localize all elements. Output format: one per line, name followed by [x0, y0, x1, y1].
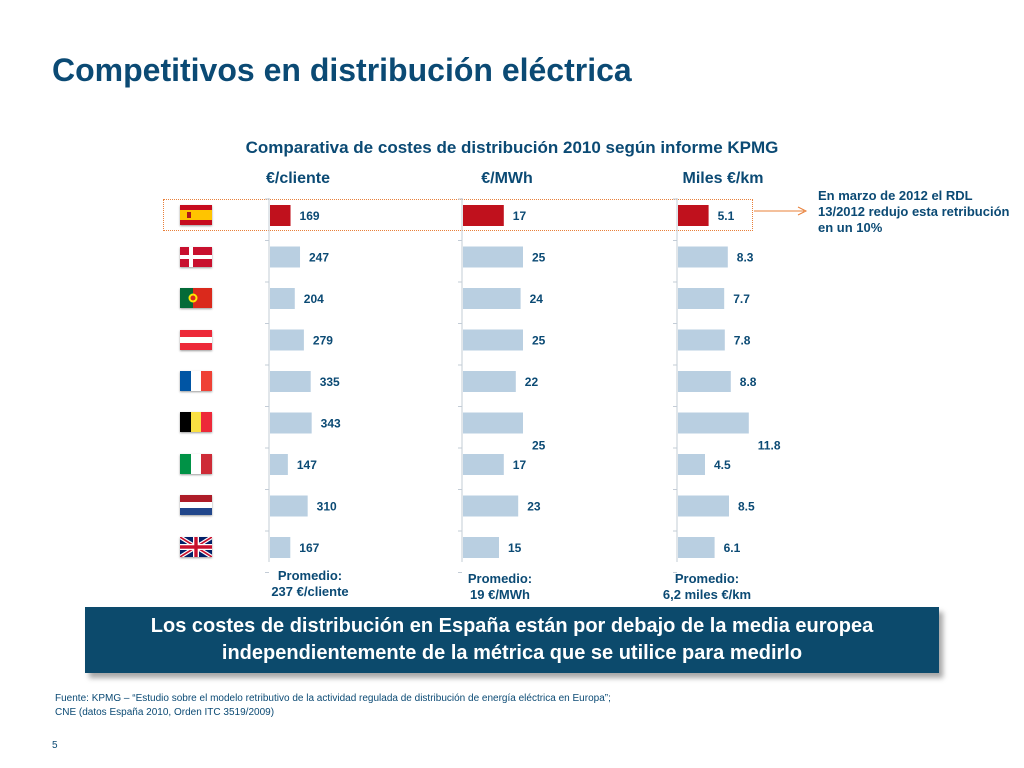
- value-label-cliente-2: 204: [304, 292, 324, 306]
- bar-mwh-2: [463, 288, 521, 309]
- bar-km-8: [678, 537, 715, 558]
- bar-km-3: [678, 329, 725, 351]
- average-label: Promedio:: [277, 568, 343, 583]
- value-label-km-2: 7.7: [733, 292, 750, 306]
- average-label: Promedio:: [467, 571, 533, 586]
- denmark-flag: [180, 247, 212, 267]
- value-label-km-8: 6.1: [724, 541, 741, 555]
- value-label-km-6: 4.5: [714, 458, 731, 472]
- average-value: 19 €/MWh: [470, 587, 530, 602]
- conclusion-box: Los costes de distribución en España est…: [85, 607, 939, 673]
- rdl-annotation: En marzo de 2012 el RDL 13/2012 redujo e…: [818, 188, 1010, 235]
- value-label-km-3: 7.8: [734, 334, 751, 348]
- value-label-km-5: 11.8: [758, 439, 781, 453]
- value-label-km-7: 8.5: [738, 500, 755, 514]
- value-label-mwh-0: 17: [513, 209, 527, 223]
- value-label-cliente-0: 169: [300, 209, 320, 223]
- value-label-cliente-7: 310: [317, 500, 337, 514]
- austria-flag: [180, 330, 212, 350]
- value-label-mwh-2: 24: [530, 292, 544, 306]
- value-label-cliente-8: 167: [299, 541, 319, 555]
- bar-km-6: [678, 454, 705, 475]
- value-label-cliente-4: 335: [320, 375, 340, 389]
- value-label-km-4: 8.8: [740, 375, 757, 389]
- average-value: 6,2 miles €/km: [662, 587, 752, 602]
- bar-mwh-4: [463, 371, 516, 392]
- value-label-mwh-3: 25: [532, 334, 546, 348]
- value-label-cliente-5: 343: [321, 417, 341, 431]
- source-line: Fuente: KPMG – “Estudio sobre el modelo …: [55, 693, 611, 704]
- source-note: Fuente: KPMG – “Estudio sobre el modelo …: [55, 692, 611, 720]
- bar-cliente-4: [270, 371, 311, 392]
- annotation-arrow-head: [797, 206, 808, 216]
- bar-cliente-2: [270, 288, 295, 309]
- average-value: 237 €/cliente: [271, 584, 349, 599]
- bar-mwh-6: [463, 454, 504, 475]
- bar-mwh-5: [463, 412, 523, 434]
- value-label-mwh-6: 17: [513, 458, 527, 472]
- average-cliente: Promedio: 237 €/cliente: [240, 568, 380, 600]
- page-number: 5: [52, 740, 58, 751]
- italy-flag: [180, 454, 212, 474]
- value-label-mwh-1: 25: [532, 251, 546, 265]
- bar-mwh-3: [463, 329, 523, 351]
- bar-km-5: [678, 412, 749, 434]
- average-mwh: Promedio: 19 €/MWh: [430, 571, 570, 603]
- value-label-mwh-8: 15: [508, 541, 522, 555]
- bar-cliente-0: [270, 205, 291, 226]
- bar-cliente-8: [270, 537, 291, 558]
- value-label-cliente-3: 279: [313, 334, 333, 348]
- bar-mwh-7: [463, 495, 519, 517]
- bar-mwh-0: [463, 205, 504, 226]
- bar-cliente-6: [270, 454, 288, 475]
- bar-km-2: [678, 288, 725, 309]
- bar-cliente-7: [270, 495, 308, 517]
- slide-title: Competitivos en distribución eléctrica: [52, 52, 632, 88]
- netherlands-flag: [180, 495, 212, 515]
- france-flag: [180, 371, 212, 391]
- bar-km-4: [678, 371, 731, 392]
- value-label-cliente-1: 247: [309, 251, 329, 265]
- value-label-cliente-6: 147: [297, 458, 317, 472]
- value-label-mwh-5: 25: [532, 439, 546, 453]
- bar-mwh-8: [463, 537, 499, 558]
- bar-km-0: [678, 205, 709, 226]
- value-label-mwh-4: 22: [525, 375, 539, 389]
- bar-km-7: [678, 495, 729, 517]
- spain-flag: [180, 205, 212, 225]
- bar-cliente-3: [270, 329, 304, 351]
- bar-km-1: [678, 246, 728, 268]
- value-label-km-1: 8.3: [737, 251, 754, 265]
- bar-mwh-1: [463, 246, 523, 268]
- column-header-mwh: €/MWh: [481, 170, 533, 187]
- portugal-flag: [180, 288, 212, 308]
- uk-flag: [180, 537, 212, 557]
- average-label: Promedio:: [674, 571, 740, 586]
- value-label-mwh-7: 23: [527, 500, 541, 514]
- value-label-km-0: 5.1: [718, 209, 735, 223]
- belgium-flag: [180, 412, 212, 432]
- average-km: Promedio: 6,2 miles €/km: [637, 571, 777, 603]
- chart-subtitle: Comparativa de costes de distribución 20…: [245, 138, 779, 157]
- bar-cliente-5: [270, 412, 312, 434]
- column-header-km: Miles €/km: [682, 170, 764, 187]
- column-header-cliente: €/cliente: [265, 170, 331, 187]
- source-line: CNE (datos España 2010, Orden ITC 3519/2…: [55, 707, 275, 718]
- bar-cliente-1: [270, 246, 301, 268]
